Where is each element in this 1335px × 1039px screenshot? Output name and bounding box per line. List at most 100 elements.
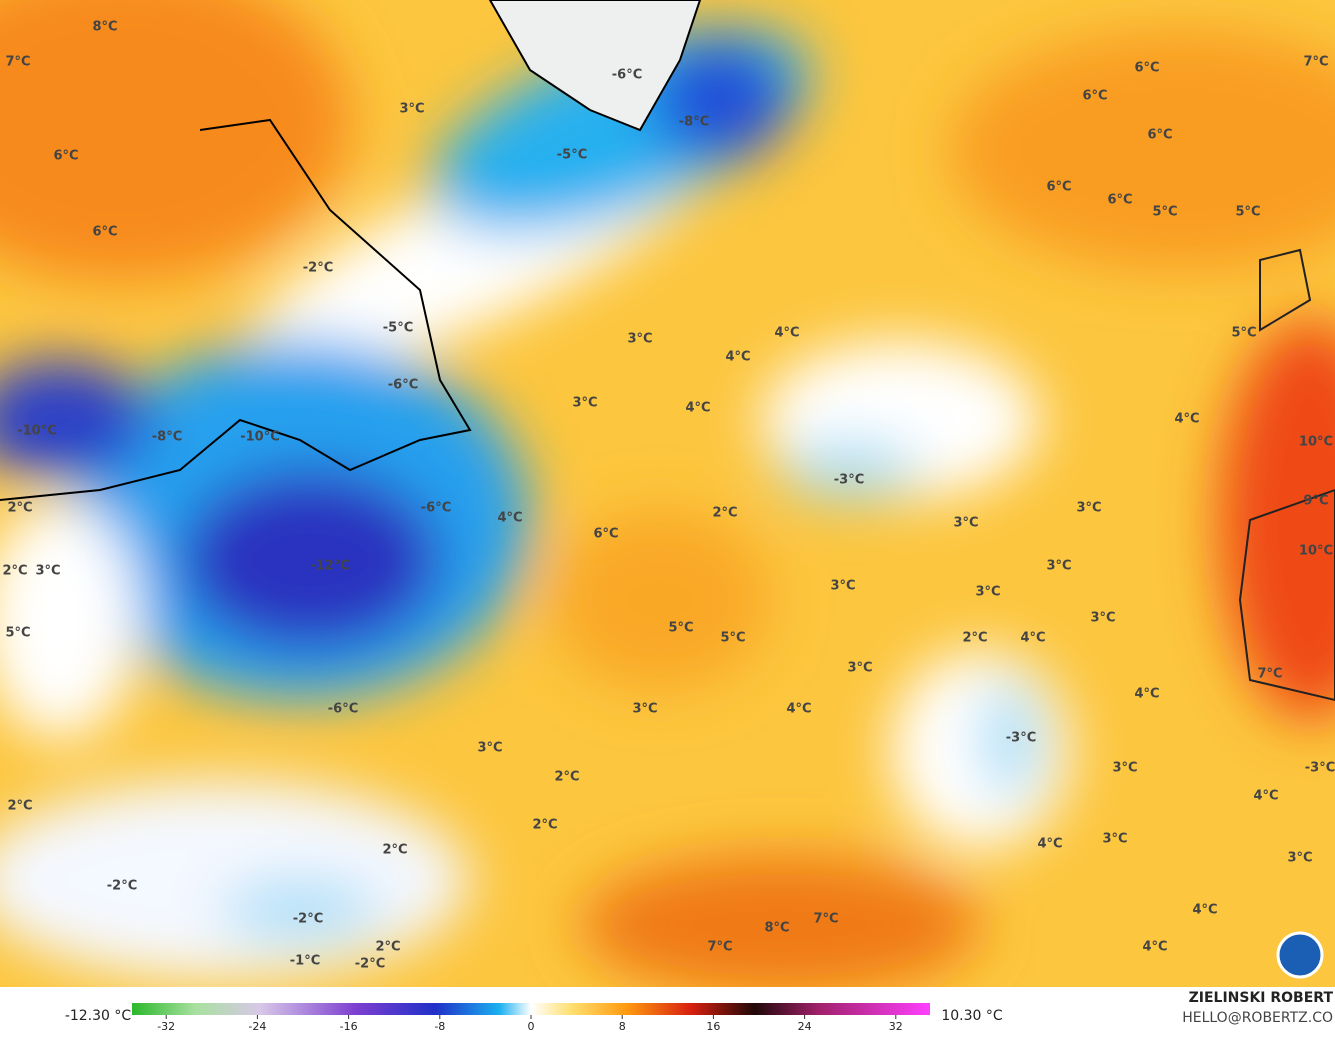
- colorbar-min: -12.30 °C: [65, 1008, 132, 1024]
- temperature-label: 3°C: [627, 332, 652, 347]
- temperature-label: -2°C: [303, 261, 333, 276]
- temperature-label: -1°C: [290, 954, 320, 969]
- temperature-label: 3°C: [35, 564, 60, 579]
- temperature-label: -6°C: [612, 68, 642, 83]
- temperature-label: 3°C: [1046, 559, 1071, 574]
- temperature-label: 6°C: [1046, 180, 1071, 195]
- temperature-label: -12°C: [310, 559, 350, 574]
- colorbar-tick-label: 0: [528, 1020, 535, 1033]
- temperature-label: 2°C: [532, 818, 557, 833]
- temperature-label: 5°C: [668, 621, 693, 636]
- temperature-label: 6°C: [92, 225, 117, 240]
- temperature-label: 2°C: [382, 843, 407, 858]
- temperature-label: 3°C: [975, 585, 1000, 600]
- temperature-label: 3°C: [1102, 832, 1127, 847]
- temperature-label: 4°C: [685, 401, 710, 416]
- temperature-label: 4°C: [1142, 940, 1167, 955]
- temperature-label: -2°C: [293, 912, 323, 927]
- temperature-label: 8°C: [764, 921, 789, 936]
- temperature-label: 3°C: [399, 102, 424, 117]
- temperature-label: 5°C: [720, 631, 745, 646]
- temperature-field: [0, 0, 1335, 987]
- coastline-europe: [1238, 248, 1335, 702]
- colorbar-tick-label: -24: [248, 1020, 266, 1033]
- temperature-label: 2°C: [7, 501, 32, 516]
- temperature-label: 2°C: [962, 631, 987, 646]
- temperature-label: 8°C: [92, 20, 117, 35]
- temperature-label: -3°C: [1305, 761, 1335, 776]
- temperature-label: 3°C: [572, 396, 597, 411]
- temperature-label: 4°C: [1020, 631, 1045, 646]
- temperature-label: 6°C: [1147, 128, 1172, 143]
- temperature-label: 2°C: [375, 940, 400, 955]
- temperature-label: 3°C: [477, 741, 502, 756]
- colorbar-max: 10.30 °C: [941, 1008, 1003, 1024]
- temperature-label: 7°C: [813, 912, 838, 927]
- temperature-label: 10°C: [1299, 544, 1333, 559]
- temperature-label: -5°C: [383, 321, 413, 336]
- colorbar-tick-label: 32: [889, 1020, 903, 1033]
- colorbar-tick-label: -16: [340, 1020, 358, 1033]
- temperature-label: 2°C: [712, 506, 737, 521]
- temperature-label: 3°C: [1090, 611, 1115, 626]
- coastline: [0, 118, 472, 501]
- greenland: [488, 0, 702, 132]
- temperature-label: -6°C: [328, 702, 358, 717]
- temperature-label: 4°C: [1134, 687, 1159, 702]
- temperature-label: 3°C: [953, 516, 978, 531]
- temperature-label: 6°C: [593, 527, 618, 542]
- temperature-label: 4°C: [725, 350, 750, 365]
- temperature-label: 4°C: [1192, 903, 1217, 918]
- temperature-label: -6°C: [388, 378, 418, 393]
- temperature-label: 6°C: [1134, 61, 1159, 76]
- temperature-label: 6°C: [1107, 193, 1132, 208]
- temperature-label: 4°C: [497, 511, 522, 526]
- temperature-label: -3°C: [1006, 731, 1036, 746]
- credit-email: HELLO@ROBERTZ.CO: [1182, 1010, 1333, 1026]
- colorbar-tick-label: 16: [706, 1020, 720, 1033]
- temperature-label: -2°C: [107, 879, 137, 894]
- temperature-label: 7°C: [707, 940, 732, 955]
- temperature-label: 5°C: [5, 626, 30, 641]
- temperature-label: -2°C: [355, 957, 385, 972]
- temperature-label: 4°C: [1037, 837, 1062, 852]
- temperature-label: 3°C: [632, 702, 657, 717]
- temperature-label: 3°C: [830, 579, 855, 594]
- temperature-label: 3°C: [1287, 851, 1312, 866]
- temperature-label: 7°C: [1257, 667, 1282, 682]
- temperature-label: -10°C: [240, 430, 280, 445]
- colorbar-tick-label: 24: [798, 1020, 812, 1033]
- temperature-label: 7°C: [1303, 55, 1328, 70]
- temperature-label: 6°C: [1082, 89, 1107, 104]
- temperature-label: -5°C: [557, 148, 587, 163]
- temperature-label: 7°C: [5, 55, 30, 70]
- temperature-label: 2°C: [554, 770, 579, 785]
- temperature-label: 9°C: [1303, 494, 1328, 509]
- noaa-logo: [1276, 931, 1324, 979]
- temperature-label: -3°C: [834, 473, 864, 488]
- temperature-label: 4°C: [786, 702, 811, 717]
- temperature-label: 5°C: [1235, 205, 1260, 220]
- colorbar-tick-label: 8: [619, 1020, 626, 1033]
- colorbar-tick-label: -8: [434, 1020, 445, 1033]
- temperature-label: 4°C: [774, 326, 799, 341]
- temperature-label: -8°C: [679, 115, 709, 130]
- temperature-label: 2°C: [2, 564, 27, 579]
- temperature-label: 3°C: [1112, 761, 1137, 776]
- colorbar: [132, 1003, 930, 1015]
- temperature-label: 3°C: [847, 661, 872, 676]
- temperature-label: -8°C: [152, 430, 182, 445]
- temperature-label: 10°C: [1299, 435, 1333, 450]
- temperature-label: 2°C: [7, 799, 32, 814]
- temperature-label: -6°C: [421, 501, 451, 516]
- temperature-label: 6°C: [53, 149, 78, 164]
- temperature-label: 4°C: [1253, 789, 1278, 804]
- temperature-label: 4°C: [1174, 412, 1199, 427]
- temperature-label: 3°C: [1076, 501, 1101, 516]
- credit-name: ZIELINSKI ROBERT: [1189, 990, 1334, 1006]
- temperature-label: 5°C: [1152, 205, 1177, 220]
- colorbar-tick-label: -32: [157, 1020, 175, 1033]
- temperature-label: 5°C: [1231, 326, 1256, 341]
- temperature-label: -10°C: [17, 424, 57, 439]
